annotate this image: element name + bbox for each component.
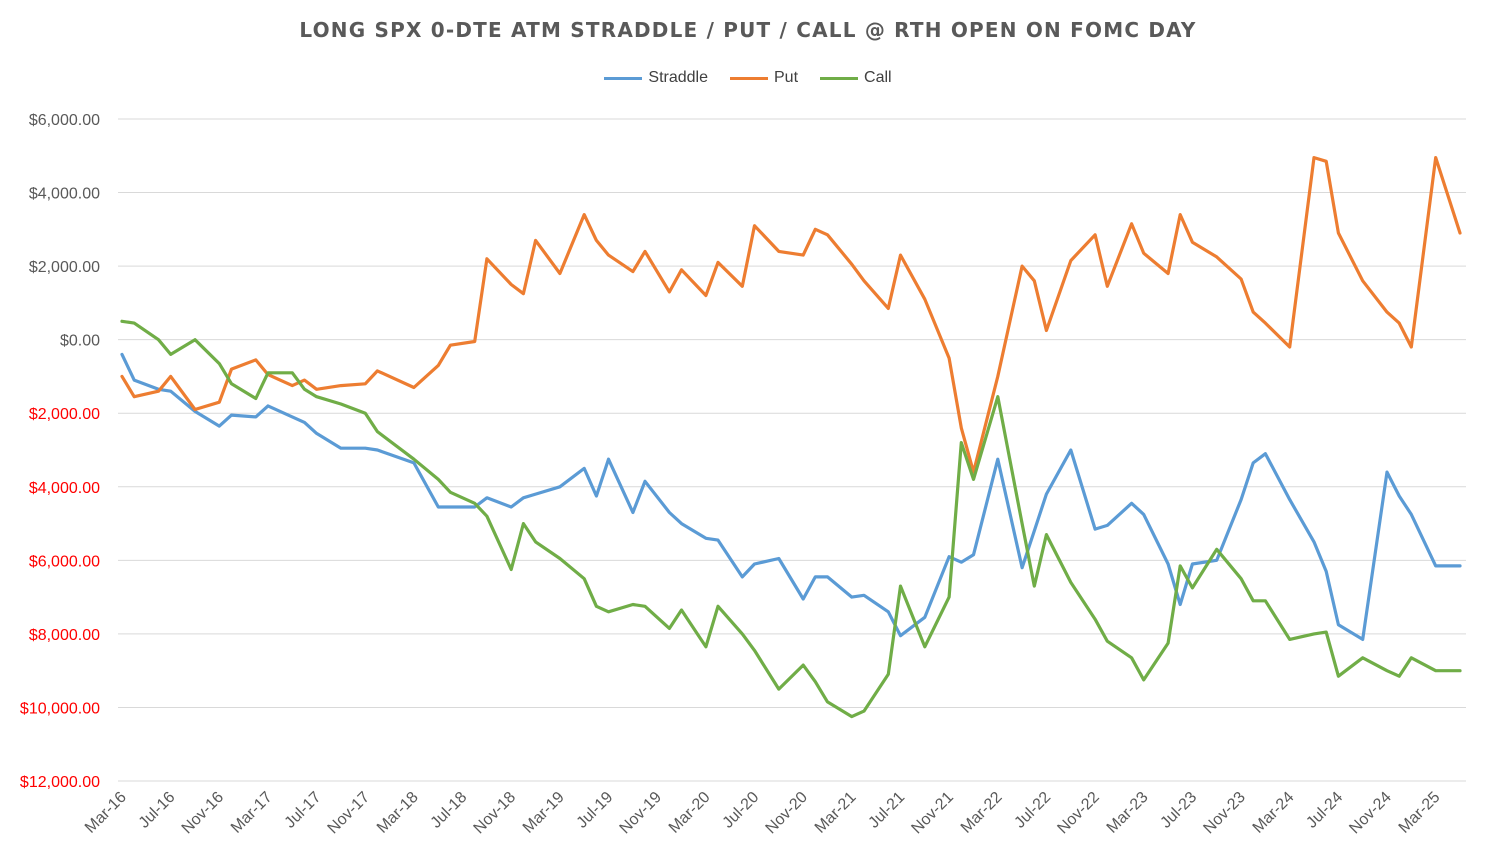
- x-axis-ticks: Mar-16 Jul-16 Nov-16 Mar-17 Jul-17 Nov-17 Mar-…: [82, 789, 1444, 838]
- x-tick-label: Mar-24: [1250, 789, 1298, 837]
- series-line-put: [120, 156, 1462, 474]
- x-tick-label: Mar-25: [1396, 789, 1444, 837]
- y-tick-label: $4,000.00: [29, 480, 100, 497]
- y-tick-label: $10,000.00: [20, 700, 100, 717]
- y-tick-label: $2,000.00: [29, 406, 100, 423]
- x-tick-label: Nov-22: [1054, 789, 1103, 838]
- y-axis-ticks: $6,000.00 $4,000.00 $2,000.00 $0.00 $2,000.0…: [20, 112, 100, 791]
- y-tick-label: $8,000.00: [29, 627, 100, 644]
- legend-item-call: Call: [820, 69, 892, 87]
- x-tick-label: Jul-21: [865, 789, 908, 832]
- x-tick-label: Nov-24: [1346, 789, 1395, 838]
- legend-swatch-straddle: [604, 76, 643, 80]
- x-tick-label: Nov-19: [617, 789, 666, 838]
- x-tick-label: Jul-19: [574, 789, 617, 832]
- series-layer: [120, 156, 1462, 719]
- x-tick-label: Jul-24: [1303, 789, 1346, 832]
- series-line-straddle: [120, 352, 1462, 642]
- chart-title: LONG SPX 0-DTE ATM STRADDLE / PUT / CALL…: [299, 18, 1197, 42]
- x-tick-label: Jul-17: [282, 789, 325, 832]
- x-tick-label: Mar-17: [228, 789, 276, 837]
- x-tick-label: Nov-20: [763, 789, 812, 838]
- x-tick-label: Mar-16: [82, 789, 130, 837]
- x-tick-label: Mar-21: [812, 789, 860, 837]
- x-tick-label: Jul-22: [1011, 789, 1054, 832]
- x-tick-label: Nov-16: [179, 789, 228, 838]
- x-tick-label: Mar-23: [1104, 789, 1152, 837]
- y-tick-label: $0.00: [60, 333, 100, 350]
- x-tick-label: Jul-18: [428, 789, 471, 832]
- legend-label-straddle: Straddle: [648, 69, 708, 86]
- legend-swatch-call: [820, 76, 859, 80]
- y-tick-label: $2,000.00: [29, 259, 100, 276]
- x-tick-label: Mar-18: [374, 789, 422, 837]
- x-tick-label: Mar-22: [958, 789, 1006, 837]
- x-tick-label: Jul-23: [1157, 789, 1200, 832]
- legend-label-put: Put: [774, 69, 799, 86]
- y-tick-label: $6,000.00: [29, 553, 100, 570]
- legend-swatch-put: [730, 76, 768, 80]
- x-tick-label: Mar-20: [666, 789, 714, 837]
- x-tick-label: Mar-19: [520, 789, 568, 837]
- x-tick-label: Nov-23: [1200, 789, 1249, 838]
- x-tick-label: Jul-20: [720, 789, 763, 832]
- x-tick-label: Nov-18: [471, 789, 520, 838]
- y-tick-label: $12,000.00: [20, 774, 100, 791]
- legend-item-straddle: Straddle: [604, 69, 708, 87]
- legend-item-put: Put: [730, 69, 798, 87]
- x-tick-label: Nov-21: [908, 789, 957, 838]
- legend: Straddle Put Call: [0, 69, 1496, 87]
- x-tick-label: Jul-16: [136, 789, 179, 832]
- series-line-call: [120, 319, 1462, 719]
- y-tick-label: $6,000.00: [29, 112, 100, 129]
- y-tick-label: $4,000.00: [29, 186, 100, 203]
- legend-label-call: Call: [864, 69, 892, 86]
- grid-layer: [118, 118, 1466, 782]
- x-tick-label: Nov-17: [325, 789, 374, 838]
